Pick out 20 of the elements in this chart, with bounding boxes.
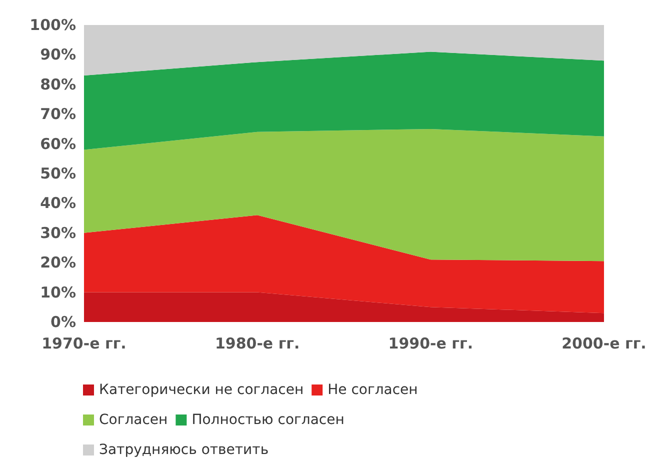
y-tick-label: 40%	[40, 194, 76, 212]
y-tick-label: 80%	[40, 75, 76, 94]
y-tick-label: 20%	[40, 254, 76, 272]
legend-label: Затрудняюсь ответить	[99, 442, 269, 458]
legend-label: Не согласен	[328, 382, 418, 398]
x-tick-label: 1980-е гг.	[214, 334, 300, 352]
x-tick-label: 1970-е гг.	[42, 334, 126, 352]
y-tick-label: 60%	[40, 134, 76, 153]
y-tick-label: 90%	[40, 46, 76, 64]
y-tick-label: 30%	[40, 224, 76, 242]
legend-label: Согласен	[99, 412, 168, 428]
y-tick-label: 100%	[30, 16, 76, 34]
x-tick-label: 1990-е гг.	[388, 334, 474, 352]
x-tick-label: 2000-е гг.	[562, 334, 646, 352]
legend-label: Полностью согласен	[192, 412, 344, 428]
y-tick-label: 50%	[40, 164, 76, 182]
y-tick-label: 10%	[40, 283, 76, 302]
y-tick-label: 0%	[50, 313, 76, 331]
legend-label: Категорически не согласен	[99, 382, 304, 398]
y-tick-label: 70%	[40, 105, 76, 124]
